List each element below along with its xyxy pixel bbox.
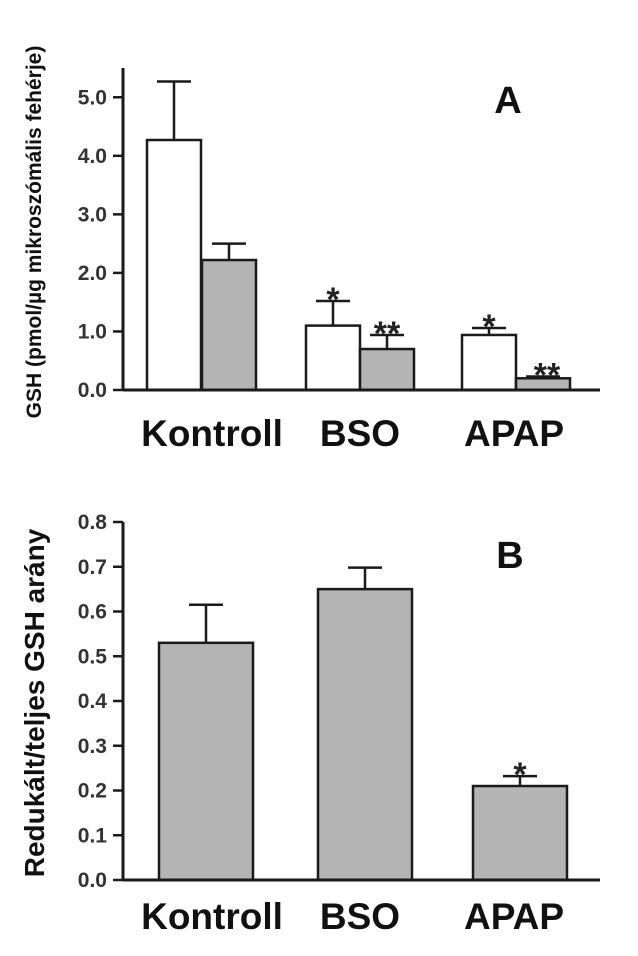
significance-marker: * [326, 281, 340, 319]
bar [200, 258, 258, 392]
panel-a-chart: ****** 0.01.02.03.04.05.0 Kontroll BSO APA… [23, 46, 600, 454]
bar [145, 138, 203, 392]
y-tick-label: 1.0 [78, 320, 107, 343]
category-label: APAP [464, 896, 564, 937]
bar [471, 784, 569, 882]
panel-b-y-axis-label: Redukált/teljes GSH arány [19, 528, 50, 877]
y-tick-label: 0.5 [78, 645, 108, 668]
y-tick-label: 0.8 [78, 511, 108, 534]
category-label: BSO [320, 896, 400, 937]
bar [157, 641, 255, 882]
bar [304, 324, 362, 392]
category-label: APAP [464, 413, 564, 454]
category-label: BSO [320, 413, 400, 454]
bar [358, 347, 416, 392]
significance-marker: ** [374, 315, 401, 353]
significance-marker: ** [534, 357, 561, 395]
panel-b-chart: * 0.0 0.1 0.2 0.3 0.4 0.5 0.6 0.7 0.8 Kontroll BS… [19, 511, 600, 937]
category-label: Kontroll [141, 896, 283, 937]
panel-a-y-axis-label: GSH (pmol/µg mikroszómális fehérje) [23, 46, 46, 419]
y-tick-label: 5.0 [78, 86, 107, 109]
y-tick-label: 0.1 [78, 824, 108, 847]
category-label: Kontroll [141, 413, 283, 454]
y-tick-label: 3.0 [78, 203, 107, 226]
panel-b-letter: B [496, 535, 523, 577]
significance-marker: * [513, 756, 527, 794]
significance-marker: * [482, 308, 496, 346]
y-tick-label: 4.0 [78, 145, 107, 168]
y-tick-label: 0.2 [78, 780, 107, 803]
y-tick-label: 0.0 [78, 379, 107, 402]
y-tick-label: 0.6 [78, 601, 107, 624]
y-tick-label: 0.0 [78, 869, 107, 892]
y-tick-label: 2.0 [78, 262, 107, 285]
y-tick-label: 0.3 [78, 735, 107, 758]
y-tick-label: 0.4 [78, 690, 108, 713]
y-tick-label: 0.7 [78, 556, 107, 579]
panel-a-letter: A [494, 80, 521, 122]
bar [316, 587, 414, 882]
